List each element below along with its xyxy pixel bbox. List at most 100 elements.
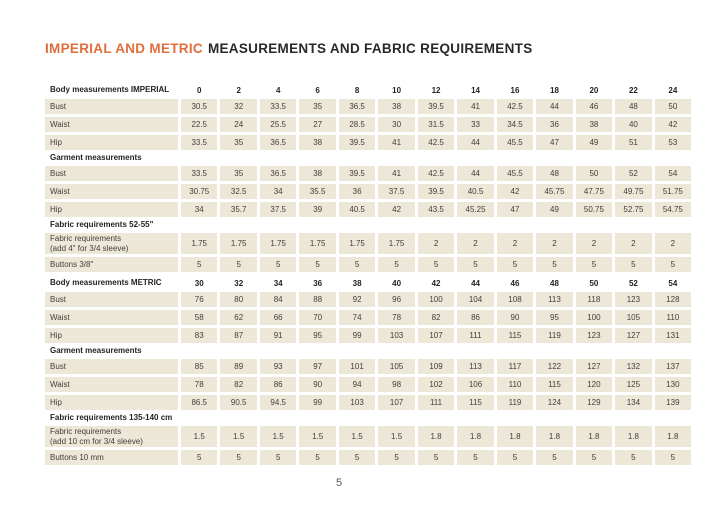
value-cell: 37.5	[259, 202, 297, 217]
value-cell: 137	[654, 359, 692, 374]
value-cell: 92	[338, 292, 376, 307]
value-cell: 76	[181, 292, 218, 307]
value-cell: 74	[338, 310, 376, 325]
value-cell: 32.5	[220, 184, 257, 199]
page-title: IMPERIAL AND METRIC MEASUREMENTS AND FABR…	[45, 41, 533, 56]
row-label: Buttons 10 mm	[45, 450, 178, 465]
value-cell: 83	[181, 328, 218, 343]
row-label: Bust	[45, 99, 178, 114]
value-cell: 54	[654, 166, 692, 181]
value-cell: 5	[417, 257, 455, 272]
value-cell: 37.5	[378, 184, 415, 199]
value-cell: 5	[181, 450, 218, 465]
size-cell: 10	[378, 84, 415, 96]
value-cell: 130	[654, 377, 692, 392]
value-cell: 86	[259, 377, 297, 392]
value-cell: 124	[536, 395, 573, 410]
value-cell: 1.8	[417, 426, 455, 447]
value-cell: 1.5	[378, 426, 415, 447]
row-label: Bust	[45, 359, 178, 374]
value-cell: 90.5	[220, 395, 257, 410]
section-header-row: Fabric requirements 52-55"	[45, 220, 691, 230]
value-cell: 33.5	[181, 166, 218, 181]
value-cell: 33.5	[181, 135, 218, 150]
value-cell: 35	[220, 166, 257, 181]
value-cell: 45.5	[496, 135, 534, 150]
value-cell: 47	[496, 202, 534, 217]
size-cell: 30	[181, 277, 218, 289]
value-cell: 2	[654, 233, 692, 254]
value-cell: 1.5	[220, 426, 257, 447]
value-cell: 2	[536, 233, 573, 254]
size-cell: 18	[536, 84, 573, 96]
value-cell: 134	[615, 395, 652, 410]
size-cell: 44	[457, 277, 494, 289]
value-cell: 42.5	[496, 99, 534, 114]
value-cell: 34	[259, 184, 297, 199]
value-cell: 48	[615, 99, 652, 114]
value-cell: 1.5	[338, 426, 376, 447]
section-header-row: Fabric requirements 135-140 cm	[45, 413, 691, 423]
value-cell: 39	[299, 202, 336, 217]
value-cell: 36.5	[338, 99, 376, 114]
value-cell: 87	[220, 328, 257, 343]
value-cell: 38	[299, 166, 336, 181]
value-cell: 108	[496, 292, 534, 307]
size-cell: 36	[299, 277, 336, 289]
value-cell: 95	[536, 310, 573, 325]
value-cell: 5	[259, 257, 297, 272]
value-cell: 34.5	[496, 117, 534, 132]
size-cell: 38	[338, 277, 376, 289]
table-row: Hip 34 35.7 37.5 39 40.5 42 43.5 45.25 47 49 50.75 5…	[45, 202, 692, 217]
value-cell: 127	[615, 328, 652, 343]
size-cell: 0	[181, 84, 218, 96]
size-cell: 42	[417, 277, 455, 289]
size-cell: 2	[220, 84, 257, 96]
value-cell: 39.5	[338, 135, 376, 150]
value-cell: 50.75	[575, 202, 613, 217]
value-cell: 5	[496, 450, 534, 465]
value-cell: 51.75	[654, 184, 692, 199]
size-cell: 34	[259, 277, 297, 289]
value-cell: 40.5	[457, 184, 494, 199]
value-cell: 1.8	[496, 426, 534, 447]
size-cell: 24	[654, 84, 692, 96]
size-header-row: Body measurements IMPERIAL 0 2 4 6 8 10 12 14 16 1…	[45, 84, 692, 96]
size-cell: 32	[220, 277, 257, 289]
row-label: Body measurements METRIC	[45, 277, 178, 289]
value-cell: 36.5	[259, 166, 297, 181]
table-row: Hip 86.5 90.5 94.5 99 103 107 111 115 119 124 129 13…	[45, 395, 692, 410]
value-cell: 125	[615, 377, 652, 392]
size-cell: 4	[259, 84, 297, 96]
value-cell: 43.5	[417, 202, 455, 217]
value-cell: 5	[378, 450, 415, 465]
row-label: Fabric requirements 52-55"	[45, 220, 691, 230]
value-cell: 85	[181, 359, 218, 374]
value-cell: 38	[299, 135, 336, 150]
value-cell: 5	[338, 257, 376, 272]
value-cell: 107	[378, 395, 415, 410]
value-cell: 127	[575, 359, 613, 374]
row-label: Body measurements IMPERIAL	[45, 84, 178, 96]
value-cell: 101	[338, 359, 376, 374]
row-label: Bust	[45, 292, 178, 307]
value-cell: 41	[457, 99, 494, 114]
value-cell: 44	[536, 99, 573, 114]
value-cell: 38	[575, 117, 613, 132]
value-cell: 119	[496, 395, 534, 410]
size-cell: 48	[536, 277, 573, 289]
value-cell: 35	[220, 135, 257, 150]
value-cell: 2	[457, 233, 494, 254]
value-cell: 111	[417, 395, 455, 410]
value-cell: 100	[417, 292, 455, 307]
table-row: Fabric requirements (add 10 cm for 3/4 sl…	[45, 426, 692, 447]
value-cell: 1.5	[181, 426, 218, 447]
value-cell: 41	[378, 166, 415, 181]
value-cell: 39.5	[417, 99, 455, 114]
value-cell: 46	[575, 99, 613, 114]
value-cell: 66	[259, 310, 297, 325]
value-cell: 41	[378, 135, 415, 150]
value-cell: 48	[536, 166, 573, 181]
measurements-table: Body measurements IMPERIAL 0 2 4 6 8 10 12 14 16 1…	[45, 84, 692, 468]
value-cell: 5	[220, 257, 257, 272]
